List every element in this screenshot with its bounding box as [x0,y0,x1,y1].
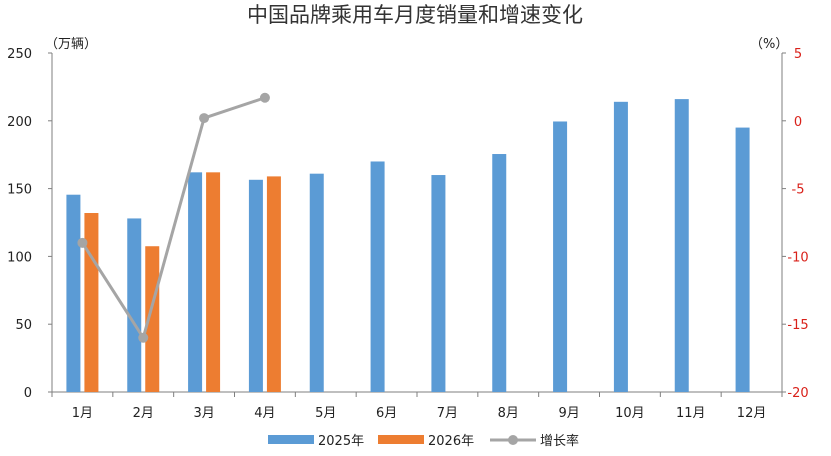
left-tick-label: 0 [24,386,32,401]
left-axis-unit: （万辆） [45,37,97,52]
bar-2025年 [66,194,81,392]
right-tick-label: -15 [787,318,808,333]
bar-2026年 [266,176,281,392]
x-tick-label: 11月 [676,406,706,421]
bars [66,99,750,392]
bar-2025年 [674,99,689,392]
x-tick-label: 5月 [315,406,336,421]
left-tick-label: 150 [7,183,32,198]
right-tick-label: 0 [794,115,802,130]
right-tick-label: -20 [787,386,808,401]
legend: 2025年 2026年 增长率 [268,433,579,449]
bar-2026年 [84,213,99,392]
legend-label: 增长率 [540,433,579,449]
bar-2025年 [309,173,324,392]
growth-point [138,332,149,343]
x-tick-label: 12月 [737,406,767,421]
bar-2025年 [735,127,750,392]
legend-swatch [268,435,314,444]
bar-2025年 [248,179,263,392]
legend-marker [508,435,518,445]
x-tick-label: 3月 [193,406,214,421]
growth-line [77,92,270,343]
bar-2025年 [188,172,203,392]
x-tick-label: 8月 [498,406,519,421]
legend-swatch [378,435,424,444]
left-tick-label: 50 [15,318,32,333]
growth-point [77,237,88,248]
x-tick-label: 6月 [376,406,397,421]
left-tick-label: 200 [7,115,32,130]
bar-2025年 [492,154,507,392]
bar-2025年 [431,175,446,392]
bar-2025年 [370,161,385,392]
legend-label: 2026年 [428,434,474,449]
right-tick-label: -5 [792,183,805,198]
bar-2025年 [127,218,142,392]
bar-2025年 [553,121,568,392]
x-tick-label: 4月 [254,406,275,421]
bar-2026年 [206,172,221,392]
x-tick-label: 9月 [558,406,579,421]
right-tick-label: 5 [794,47,802,62]
growth-line-path [81,96,266,342]
left-tick-label: 100 [7,250,32,265]
chart-title: 中国品牌乘用车月度销量和增速变化 [247,3,583,27]
x-tick-label: 1月 [72,406,93,421]
axes: 0 50 100 150 200 250 -20 -15 -10 -5 0 5 1月 2月 3月 4月 5月 6月… [7,47,808,421]
x-tick-label: 7月 [437,406,458,421]
right-axis-unit: （%） [750,37,788,52]
x-tick-label: 10月 [615,406,645,421]
growth-point [259,92,270,103]
right-tick-label: -10 [787,250,808,265]
bar-2026年 [145,246,160,392]
x-tick-label: 2月 [133,406,154,421]
growth-point [199,113,210,124]
legend-label: 2025年 [318,434,364,449]
bar-2025年 [613,101,628,392]
left-tick-label: 250 [7,47,32,62]
